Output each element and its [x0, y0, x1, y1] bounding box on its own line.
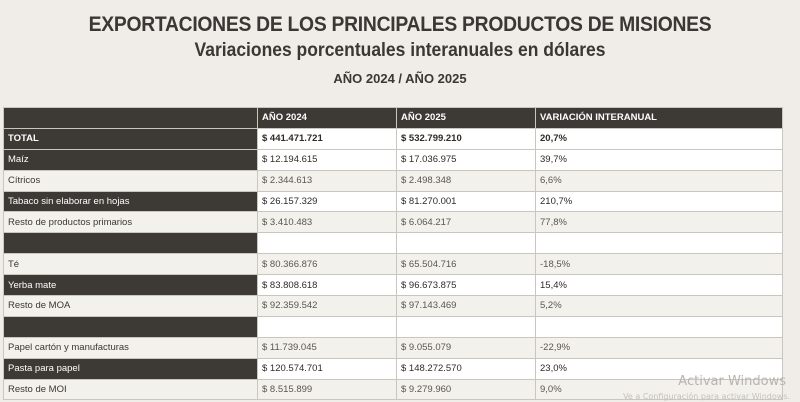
- value-2024: $ 92.359.542: [257, 295, 397, 317]
- value-2024: $ 83.808.618: [257, 274, 397, 297]
- row-label: Resto de MOA: [3, 295, 258, 317]
- value-2024: $ 26.157.329: [257, 190, 397, 213]
- period-label: AÑO 2024 / AÑO 2025: [333, 71, 467, 86]
- row-label: Maíz: [3, 148, 258, 171]
- value-2024: [257, 232, 397, 255]
- table-row: Maíz $ 12.194.615 $ 17.036.975 39,7%: [3, 148, 783, 171]
- table-row: Yerba mate $ 83.808.618 $ 96.673.875 15,…: [3, 274, 783, 297]
- row-label: Cítricos: [3, 169, 258, 192]
- header-cell-2024: AÑO 2024: [257, 107, 397, 129]
- value-2025: [396, 232, 536, 255]
- value-2025: $ 532.799.210: [396, 127, 536, 150]
- value-2025: $ 81.270.001: [396, 190, 536, 213]
- row-label: Yerba mate: [3, 274, 258, 297]
- row-label: TOTAL: [3, 127, 258, 150]
- page-subtitle: Variaciones porcentuales interanuales en…: [194, 40, 606, 61]
- variation-value: 15,4%: [535, 274, 783, 297]
- exports-table: AÑO 2024 AÑO 2025 VARIACIÓN INTERANUAL T…: [3, 107, 783, 401]
- variation-value: 5,2%: [535, 295, 783, 317]
- page-title: EXPORTACIONES DE LOS PRINCIPALES PRODUCT…: [88, 13, 712, 36]
- value-2024: $ 11.739.045: [257, 336, 397, 359]
- value-2025: $ 9.055.079: [396, 336, 536, 359]
- header-cell-2025: AÑO 2025: [396, 107, 536, 129]
- table-row: Tabaco sin elaborar en hojas $ 26.157.32…: [3, 190, 783, 213]
- value-2025: [396, 315, 536, 338]
- variation-value: [535, 232, 783, 255]
- value-2025: $ 97.143.469: [396, 295, 536, 317]
- report-header: EXPORTACIONES DE LOS PRINCIPALES PRODUCT…: [0, 12, 800, 86]
- row-label: Resto de productos primarios: [3, 211, 258, 234]
- value-2025: $ 17.036.975: [396, 148, 536, 171]
- row-label: Tabaco sin elaborar en hojas: [3, 190, 258, 213]
- row-label: Resto de MOI: [3, 378, 258, 401]
- table-row: Resto de productos primarios $ 3.410.483…: [3, 211, 783, 234]
- row-label: Papel cartón y manufacturas: [3, 336, 258, 359]
- value-2024: $ 3.410.483: [257, 211, 397, 234]
- table-row: Pasta para papel $ 120.574.701 $ 148.272…: [3, 357, 783, 380]
- activation-watermark-subtext: Ve a Configuración para activar Windows.: [623, 392, 790, 401]
- value-2024: [257, 315, 397, 338]
- variation-value: 20,7%: [535, 127, 783, 150]
- table-spacer-row: [3, 315, 783, 338]
- table-row: Té $ 80.366.876 $ 65.504.716 -18,5%: [3, 253, 783, 276]
- row-label: [3, 315, 258, 338]
- value-2025: $ 65.504.716: [396, 253, 536, 276]
- variation-value: 77,8%: [535, 211, 783, 234]
- value-2025: $ 6.064.217: [396, 211, 536, 234]
- table-row: Cítricos $ 2.344.613 $ 2.498.348 6,6%: [3, 169, 783, 192]
- variation-value: 39,7%: [535, 148, 783, 171]
- exports-table-container: AÑO 2024 AÑO 2025 VARIACIÓN INTERANUAL T…: [3, 107, 783, 401]
- variation-value: -18,5%: [535, 253, 783, 276]
- table-row: Resto de MOA $ 92.359.542 $ 97.143.469 5…: [3, 295, 783, 317]
- table-row: Resto de MOI $ 8.515.899 $ 9.279.960 9,0…: [3, 378, 783, 401]
- variation-value: 210,7%: [535, 190, 783, 213]
- row-label: Pasta para papel: [3, 357, 258, 380]
- value-2024: $ 120.574.701: [257, 357, 397, 380]
- value-2025: $ 148.272.570: [396, 357, 536, 380]
- row-label: [3, 232, 258, 255]
- activation-watermark: Activar Windows: [678, 374, 786, 389]
- value-2024: $ 80.366.876: [257, 253, 397, 276]
- variation-value: -22,9%: [535, 336, 783, 359]
- variation-value: 23,0%: [535, 357, 783, 380]
- table-header-row: AÑO 2024 AÑO 2025 VARIACIÓN INTERANUAL: [3, 107, 783, 129]
- variation-value: [535, 315, 783, 338]
- value-2025: $ 2.498.348: [396, 169, 536, 192]
- table-row-total: TOTAL $ 441.471.721 $ 532.799.210 20,7%: [3, 127, 783, 150]
- value-2024: $ 441.471.721: [257, 127, 397, 150]
- variation-value: 6,6%: [535, 169, 783, 192]
- row-label: Té: [3, 253, 258, 276]
- table-spacer-row: [3, 232, 783, 255]
- value-2025: $ 9.279.960: [396, 378, 536, 401]
- variation-value: 9,0%: [535, 378, 783, 401]
- table-row: Papel cartón y manufacturas $ 11.739.045…: [3, 336, 783, 359]
- value-2024: $ 12.194.615: [257, 148, 397, 171]
- value-2024: $ 2.344.613: [257, 169, 397, 192]
- header-cell-variation: VARIACIÓN INTERANUAL: [535, 107, 783, 129]
- value-2024: $ 8.515.899: [257, 378, 397, 401]
- value-2025: $ 96.673.875: [396, 274, 536, 297]
- header-cell-product: [3, 107, 258, 129]
